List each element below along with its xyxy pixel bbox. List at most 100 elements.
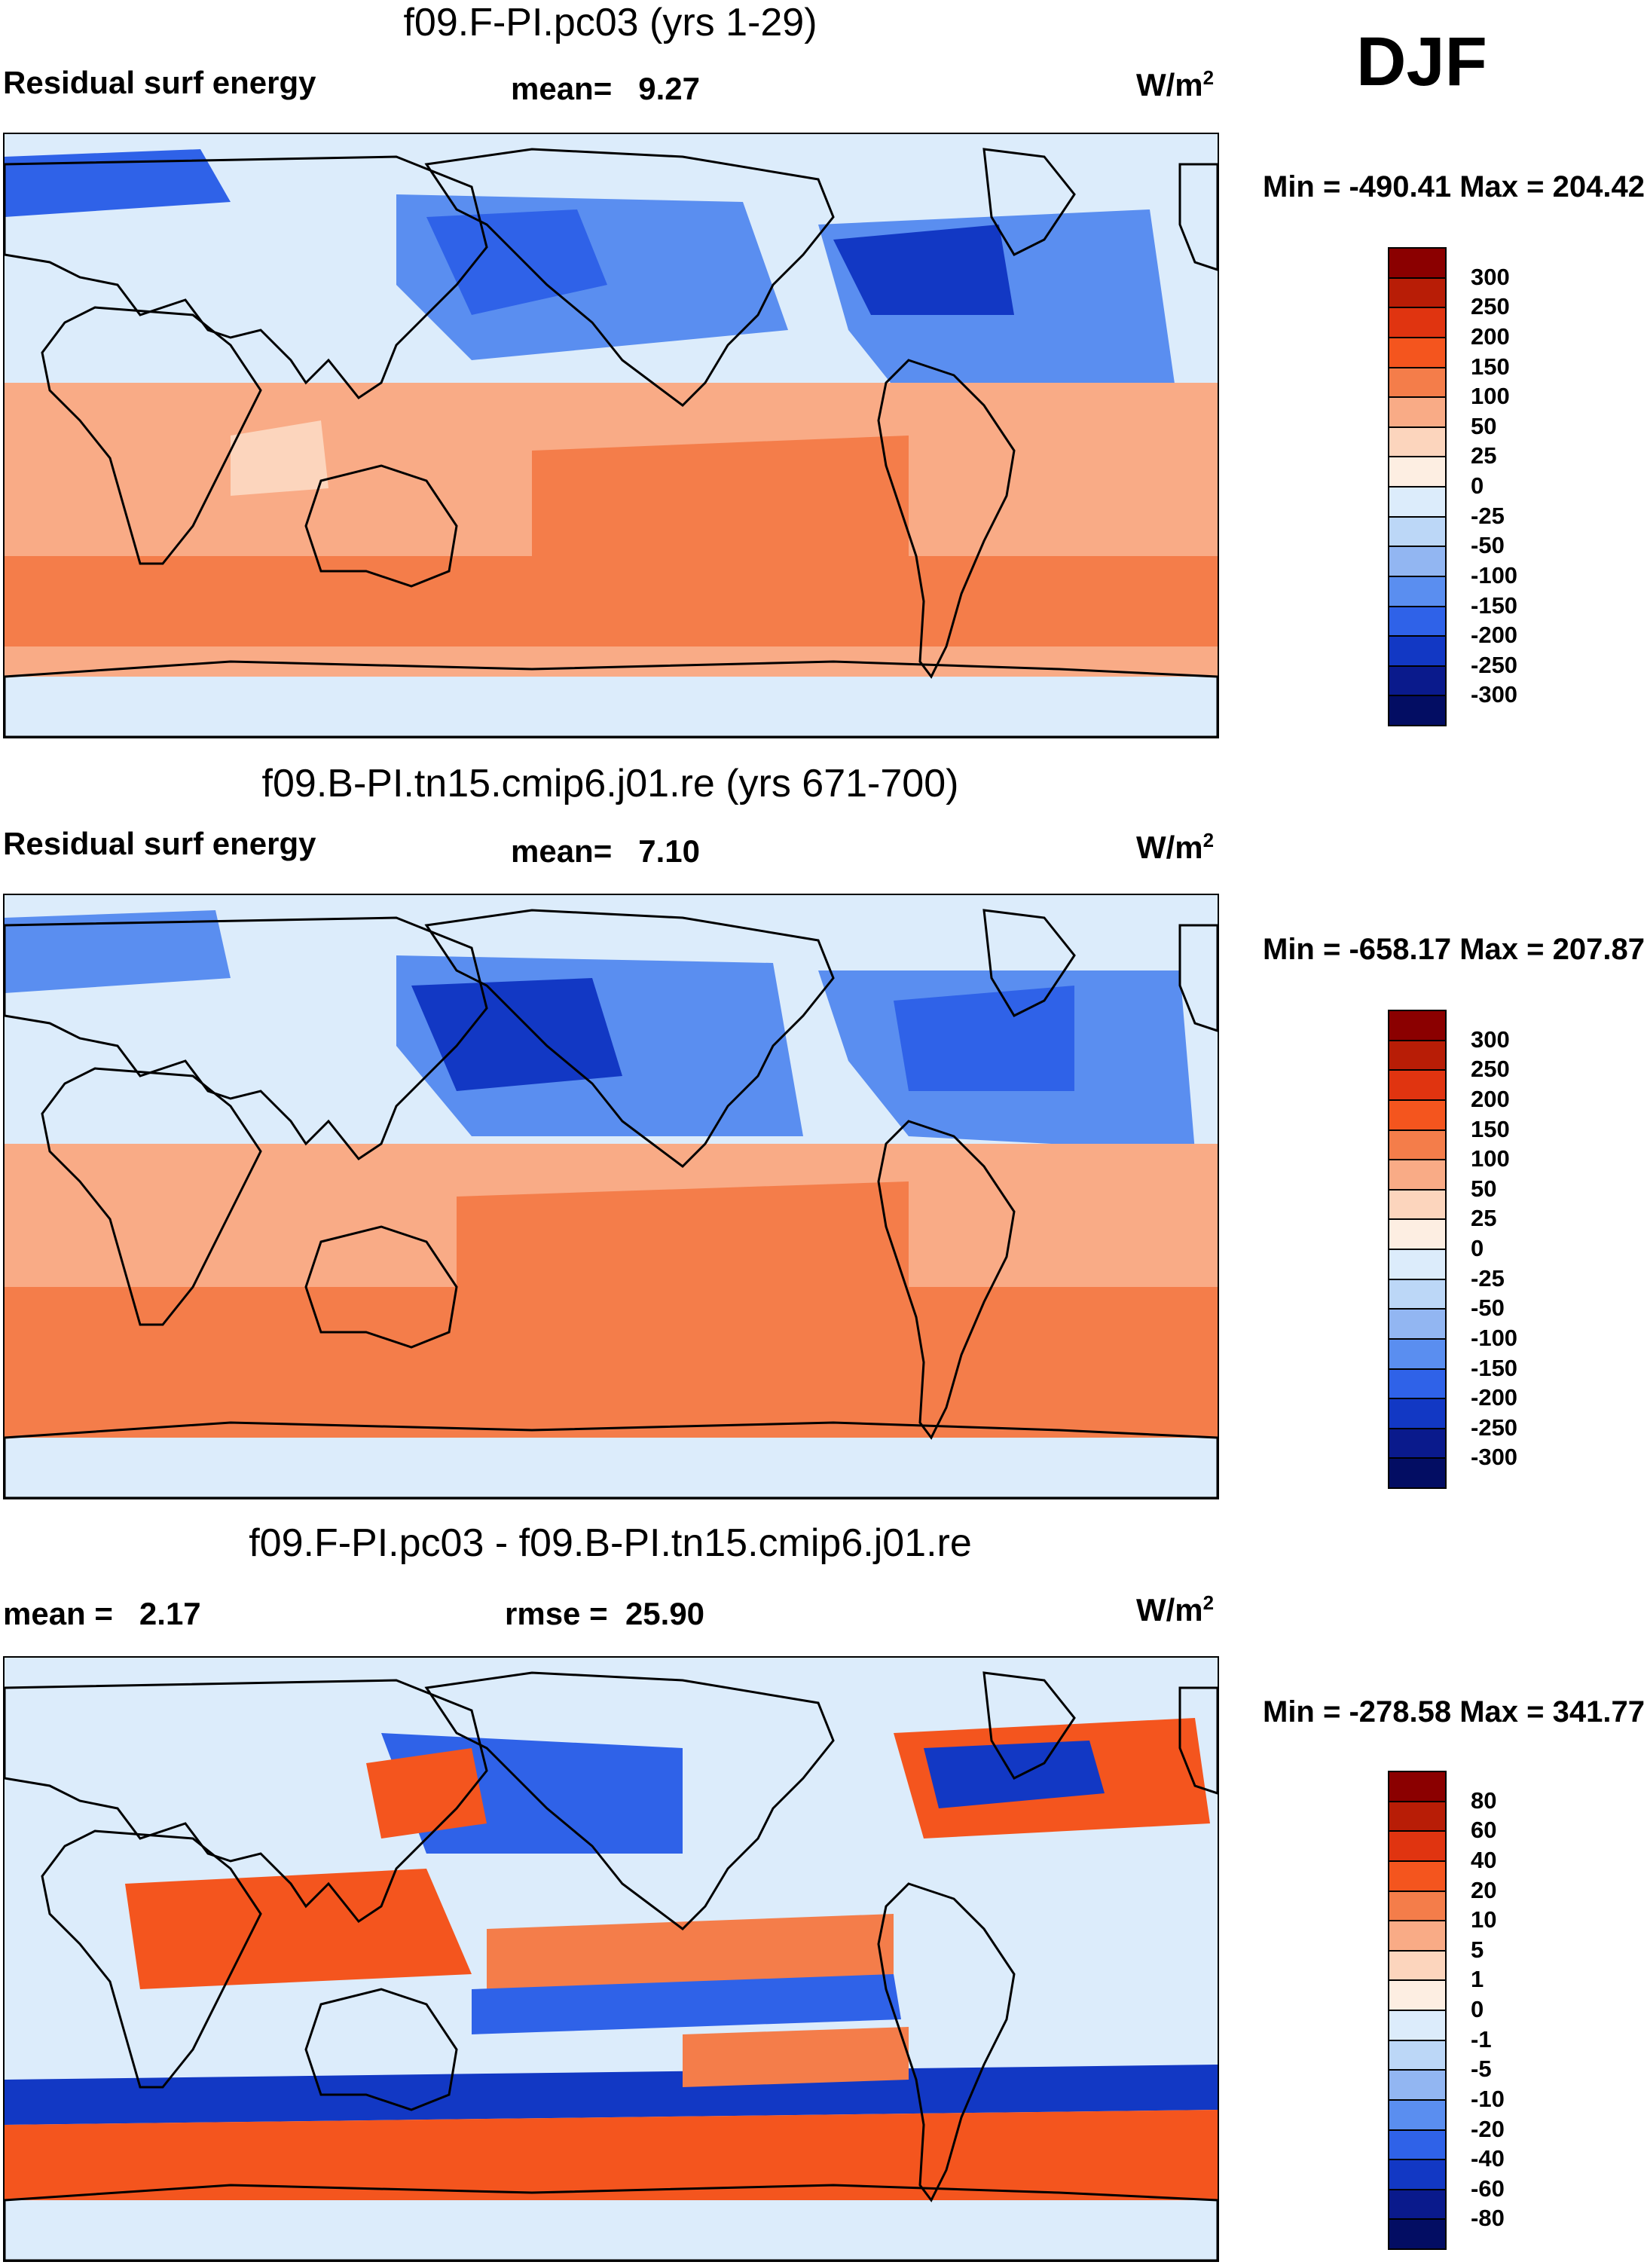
panel-2-units-text: W/m — [1136, 830, 1203, 865]
colorbar-level-label: -40 — [1471, 2145, 1505, 2172]
colorbar-swatch — [1388, 336, 1447, 368]
colorbar-level-label: 25 — [1471, 442, 1497, 469]
colorbar-swatch — [1388, 1771, 1447, 1802]
coastline — [982, 148, 1076, 256]
coastline — [1178, 163, 1218, 271]
field-contour-region — [833, 225, 1014, 315]
panel-1-minmax: Min = -490.41 Max = 204.42 — [1263, 170, 1644, 203]
panel-3-colorbar: 80 60 40 20 10 5 1 0 -1 -5 -10 -20 -40 -60 -80 — [1388, 1771, 1569, 2250]
field-contour-region — [924, 1741, 1105, 1808]
panel-1-map — [3, 133, 1219, 738]
colorbar-level-label: 0 — [1471, 1996, 1484, 2022]
colorbar-swatch — [1388, 1308, 1447, 1340]
colorbar-swatch — [1388, 2159, 1447, 2190]
colorbar-swatch — [1388, 546, 1447, 577]
colorbar-level-label: -150 — [1471, 1354, 1518, 1381]
colorbar-swatch — [1388, 2010, 1447, 2041]
field-contour-region — [411, 978, 622, 1091]
panel-2-map-field — [5, 895, 1218, 1498]
colorbar-swatch — [1388, 1427, 1447, 1460]
panel-1-title: f09.F-PI.pc03 (yrs 1-29) — [403, 1, 817, 44]
colorbar-swatch — [1388, 366, 1447, 399]
coastline — [5, 1679, 488, 1924]
colorbar-level-label: 250 — [1471, 1056, 1510, 1083]
field-contour-region — [472, 1974, 901, 2034]
panel-3-mean-label: mean = 2.17 — [3, 1596, 201, 1631]
field-contour-region — [366, 1748, 487, 1839]
colorbar-swatch — [1388, 1010, 1447, 1041]
coastline — [877, 1120, 1016, 1440]
field-contour-region — [231, 420, 328, 496]
colorbar-level-label: 0 — [1471, 1235, 1484, 1261]
season-label: DJF — [1356, 23, 1487, 100]
colorbar-level-label: 300 — [1471, 263, 1510, 290]
colorbar-swatch — [1388, 456, 1447, 488]
colorbar-level-label: -250 — [1471, 1414, 1518, 1441]
panel-3-map — [3, 1656, 1219, 2262]
panel-3-units-text: W/m — [1136, 1592, 1203, 1628]
colorbar-level-label: 40 — [1471, 1846, 1497, 1873]
coastline — [304, 1988, 458, 2111]
colorbar-level-label: -300 — [1471, 681, 1518, 708]
field-contour-region — [5, 556, 1218, 646]
coastline — [304, 464, 458, 588]
colorbar-level-label: 25 — [1471, 1205, 1497, 1232]
coastline — [5, 155, 488, 400]
colorbar-level-label: 200 — [1471, 1085, 1510, 1112]
colorbar-swatch — [1388, 1979, 1447, 2011]
colorbar-level-label: 300 — [1471, 1025, 1510, 1053]
panel-2-map — [3, 894, 1219, 1499]
panel-1-units-sup: 2 — [1202, 66, 1215, 89]
colorbar-level-label: -200 — [1471, 622, 1518, 649]
panel-2-title: f09.B-PI.tn15.cmip6.j01.re (yrs 671-700) — [261, 762, 959, 805]
colorbar-level-label: -80 — [1471, 2205, 1505, 2232]
colorbar-level-label: 50 — [1471, 1175, 1497, 1202]
colorbar-swatch — [1388, 575, 1447, 607]
panel-2-units: W/m2 — [1136, 829, 1214, 866]
colorbar-swatch — [1388, 1457, 1447, 1489]
field-contour-region — [5, 1287, 1218, 1438]
colorbar-swatch — [1388, 1830, 1447, 1862]
colorbar-level-label: -5 — [1471, 2056, 1492, 2083]
colorbar-level-label: 200 — [1471, 322, 1510, 350]
coastline — [304, 1225, 458, 1349]
panel-1-variable-label: Residual surf energy — [3, 65, 316, 100]
colorbar-level-label: -100 — [1471, 561, 1518, 588]
field-contour-region — [426, 209, 607, 315]
coastline — [41, 306, 262, 565]
colorbar-swatch — [1388, 486, 1447, 518]
colorbar-level-label: -150 — [1471, 591, 1518, 619]
colorbar-level-label: 80 — [1471, 1787, 1497, 1814]
colorbar-level-label: -60 — [1471, 2175, 1505, 2202]
coastline — [41, 1067, 262, 1326]
panel-3-minmax: Min = -278.58 Max = 341.77 — [1263, 1695, 1644, 1729]
colorbar-swatch — [1388, 2129, 1447, 2161]
colorbar-level-label: 100 — [1471, 383, 1510, 410]
colorbar-level-label: -300 — [1471, 1444, 1518, 1471]
panel-2-minmax: Min = -658.17 Max = 207.87 — [1263, 933, 1644, 966]
colorbar-swatch — [1388, 1949, 1447, 1982]
colorbar-swatch — [1388, 247, 1447, 279]
colorbar-level-label: -50 — [1471, 532, 1505, 559]
colorbar-swatch — [1388, 1129, 1447, 1161]
coastline — [5, 2184, 1218, 2260]
panel-3-units-sup: 2 — [1202, 1591, 1215, 1614]
coastline — [1178, 924, 1218, 1032]
colorbar-level-label: -25 — [1471, 502, 1505, 529]
colorbar-swatch — [1388, 1890, 1447, 1922]
field-contour-region — [683, 2027, 909, 2087]
coastline — [424, 909, 835, 1168]
colorbar-swatch — [1388, 1069, 1447, 1101]
colorbar-swatch — [1388, 1337, 1447, 1370]
colorbar-level-label: -250 — [1471, 651, 1518, 678]
coastline — [424, 1671, 835, 1930]
colorbar-swatch — [1388, 665, 1447, 697]
colorbar-swatch — [1388, 695, 1447, 726]
coastline — [877, 359, 1016, 679]
coastline — [1178, 1686, 1218, 1795]
panel-1-units: W/m2 — [1136, 66, 1214, 103]
colorbar-level-label: -200 — [1471, 1384, 1518, 1411]
colorbar-level-label: -25 — [1471, 1264, 1505, 1291]
colorbar-level-label: -10 — [1471, 2085, 1505, 2112]
field-contour-region — [125, 1869, 472, 1989]
